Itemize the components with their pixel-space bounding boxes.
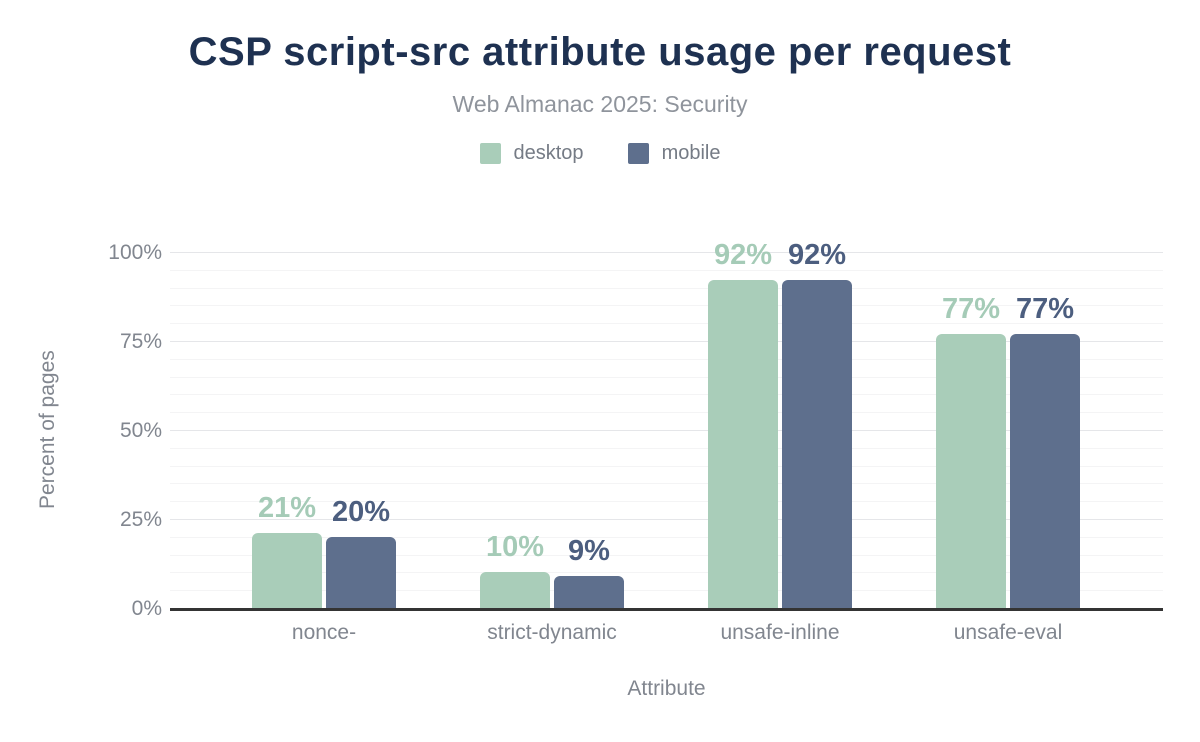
y-axis-title: Percent of pages <box>36 350 59 510</box>
gridline <box>170 483 1163 485</box>
x-axis-title: Attribute <box>627 677 706 700</box>
legend-swatch-mobile-icon <box>627 143 649 164</box>
gridline <box>170 501 1163 503</box>
gridline <box>170 323 1163 325</box>
gridline <box>170 287 1163 289</box>
gridline <box>170 394 1163 396</box>
bar-mobile-nonce-[interactable] <box>326 536 396 608</box>
bar-desktop-strict-dynamic[interactable] <box>480 572 550 608</box>
legend-swatch-desktop-icon <box>479 143 501 164</box>
gridline <box>170 554 1163 556</box>
gridline <box>170 412 1163 414</box>
x-tick-label: unsafe-inline <box>720 621 840 644</box>
gridline <box>170 590 1163 592</box>
value-label-desktop: 10% <box>485 531 545 564</box>
gridline <box>170 572 1163 574</box>
legend: desktop mobile <box>0 142 1200 165</box>
gridline <box>170 358 1163 360</box>
legend-item-mobile: mobile <box>627 142 721 165</box>
y-tick-label: 75% <box>119 330 162 353</box>
gridline <box>170 465 1163 467</box>
y-tick-label: 50% <box>119 419 162 442</box>
value-label-mobile: 20% <box>331 495 391 528</box>
bar-mobile-strict-dynamic[interactable] <box>554 575 624 608</box>
gridline <box>170 269 1163 271</box>
gridline <box>170 341 1163 342</box>
x-axis-line <box>170 608 1163 611</box>
value-label-desktop: 21% <box>257 492 317 525</box>
gridline <box>170 536 1163 538</box>
gridline <box>170 430 1163 431</box>
x-tick-label: nonce- <box>291 621 357 644</box>
value-label-desktop: 92% <box>713 239 773 272</box>
legend-item-desktop: desktop <box>479 142 584 165</box>
gridline <box>170 519 1163 520</box>
y-tick-label: 25% <box>119 508 162 531</box>
value-label-desktop: 77% <box>941 292 1001 325</box>
x-tick-label: strict-dynamic <box>487 621 617 644</box>
bar-mobile-unsafe-inline[interactable] <box>782 280 852 608</box>
gridline <box>170 305 1163 307</box>
x-tick-label: unsafe-eval <box>953 621 1063 644</box>
y-tick-label: 0% <box>131 597 162 620</box>
y-tick-label: 100% <box>108 241 162 264</box>
gridline <box>170 447 1163 449</box>
legend-label-mobile: mobile <box>661 142 721 164</box>
chart-title: CSP script-src attribute usage per reque… <box>188 30 1012 74</box>
bar-desktop-nonce-[interactable] <box>252 533 322 608</box>
legend-label-desktop: desktop <box>513 142 584 164</box>
chart-subtitle: Web Almanac 2025: Security <box>452 91 748 117</box>
value-label-mobile: 9% <box>568 534 610 567</box>
bar-mobile-unsafe-eval[interactable] <box>1010 333 1080 608</box>
gridline <box>170 376 1163 378</box>
value-label-mobile: 77% <box>1015 292 1075 325</box>
value-label-mobile: 92% <box>787 239 847 272</box>
bar-desktop-unsafe-inline[interactable] <box>708 280 778 608</box>
gridline <box>170 252 1163 253</box>
bar-desktop-unsafe-eval[interactable] <box>936 333 1006 608</box>
